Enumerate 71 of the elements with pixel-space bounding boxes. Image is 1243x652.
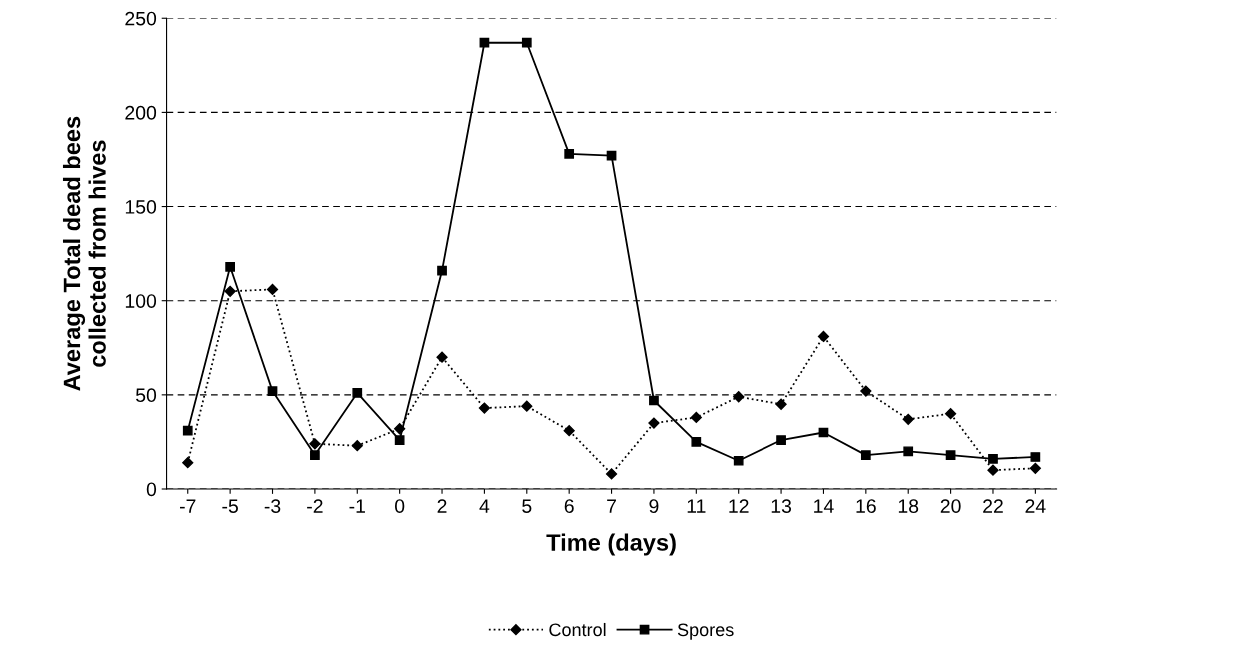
x-tick-label: 20 (940, 499, 961, 513)
point (225, 261, 235, 272)
point (224, 285, 236, 297)
x-tick-label: 9 (649, 499, 659, 513)
point (903, 446, 914, 457)
point (605, 468, 618, 480)
y-tick-label: 150 (125, 200, 157, 214)
point (648, 417, 660, 429)
point (1030, 452, 1041, 462)
x-tick-label: 5 (522, 499, 532, 513)
x-tick-label: -7 (179, 499, 196, 513)
point (860, 450, 871, 460)
point (521, 400, 533, 412)
point (776, 435, 786, 445)
point (351, 440, 363, 452)
x-tick-label: 2 (437, 499, 447, 513)
point (564, 148, 575, 159)
x-tick-label: 13 (771, 499, 792, 513)
x-tick-label: 16 (856, 499, 876, 513)
x-tick-label: -5 (222, 499, 238, 513)
x-tick-label: 18 (898, 499, 919, 513)
y-tick-label: 100 (125, 294, 157, 308)
point (606, 150, 617, 161)
point (437, 265, 447, 276)
y-tick-label: 0 (146, 482, 157, 497)
x-tick-label: 11 (687, 499, 706, 513)
x-tick-label: 22 (983, 499, 1003, 513)
y-tick-label: 50 (135, 388, 157, 403)
y-tick-label: 250 (125, 11, 157, 26)
x-tick-label: 7 (607, 499, 616, 513)
x-tick-label: 24 (1025, 499, 1046, 513)
point (944, 408, 957, 420)
x-tick-label: 4 (479, 499, 490, 513)
point (817, 330, 830, 343)
point (521, 37, 532, 48)
point (436, 351, 448, 363)
point (563, 425, 575, 437)
point (309, 438, 321, 450)
x-tick-label: 14 (814, 499, 834, 513)
point (945, 450, 956, 460)
point (352, 388, 363, 398)
legend-label: Spores (677, 623, 734, 640)
point (775, 398, 787, 410)
point (902, 413, 914, 425)
point (478, 402, 491, 414)
point (691, 437, 702, 447)
point (266, 283, 279, 296)
y-tick-label: 200 (125, 105, 157, 120)
x-axis-title: Time (days) (546, 533, 676, 556)
point (182, 457, 194, 469)
point (690, 411, 702, 424)
point (479, 37, 490, 48)
x-tick-label: -3 (264, 499, 281, 513)
point (987, 464, 999, 476)
x-tick-label: 12 (729, 499, 749, 513)
y-axis-title: Average Total dead bees collected from hives (62, 116, 106, 391)
point (310, 450, 320, 460)
point (267, 386, 278, 396)
x-tick-label: 6 (564, 499, 574, 513)
x-tick-label: 0 (395, 499, 405, 513)
point (733, 455, 744, 466)
point (988, 454, 998, 464)
x-tick-label: -2 (307, 499, 323, 513)
point (860, 385, 872, 397)
point (1029, 462, 1041, 474)
point (182, 425, 193, 436)
point (649, 395, 659, 406)
point (733, 391, 745, 403)
x-tick-label: -1 (349, 499, 365, 513)
legend-label: Control (549, 622, 606, 637)
point (394, 435, 405, 445)
